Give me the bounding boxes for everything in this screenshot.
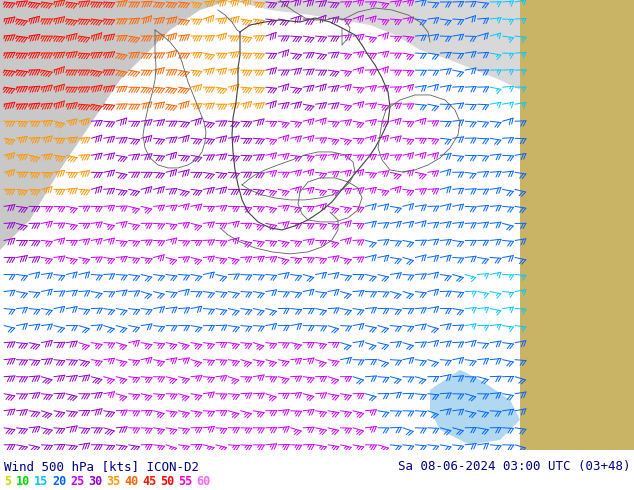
Text: 45: 45: [142, 475, 156, 489]
Text: 50: 50: [160, 475, 174, 489]
Polygon shape: [520, 0, 634, 450]
Text: 40: 40: [124, 475, 138, 489]
Polygon shape: [430, 370, 520, 445]
Polygon shape: [0, 0, 230, 250]
Text: 25: 25: [70, 475, 84, 489]
Text: Wind 500 hPa [kts] ICON-D2: Wind 500 hPa [kts] ICON-D2: [4, 460, 199, 473]
Text: 20: 20: [52, 475, 66, 489]
Text: 30: 30: [88, 475, 102, 489]
Text: 15: 15: [34, 475, 48, 489]
Text: Sa 08-06-2024 03:00 UTC (03+48): Sa 08-06-2024 03:00 UTC (03+48): [398, 460, 630, 473]
Text: 60: 60: [196, 475, 210, 489]
Polygon shape: [0, 0, 520, 90]
Text: 55: 55: [178, 475, 192, 489]
Text: 35: 35: [106, 475, 120, 489]
Text: 5: 5: [4, 475, 11, 489]
Text: 10: 10: [16, 475, 30, 489]
